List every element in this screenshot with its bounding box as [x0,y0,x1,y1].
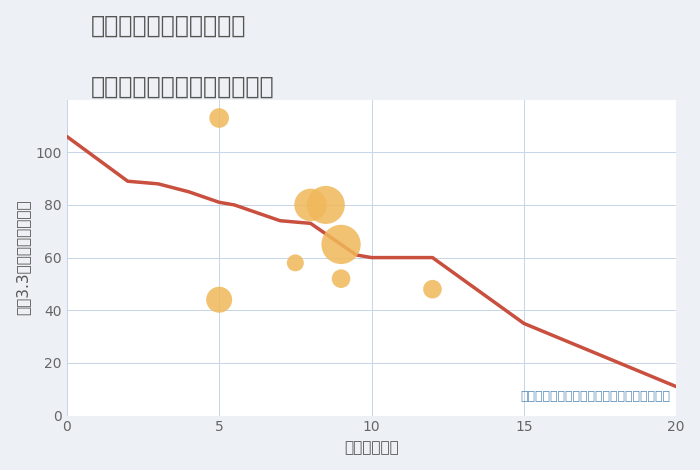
Text: 駅距離別中古マンション価格: 駅距離別中古マンション価格 [91,75,274,99]
Point [320,201,331,209]
Point [305,201,316,209]
Text: 福岡県太宰府市梅ヶ丘の: 福岡県太宰府市梅ヶ丘の [91,14,246,38]
Point [335,275,346,282]
Point [214,114,225,122]
Point [335,241,346,248]
Point [290,259,301,266]
X-axis label: 駅距離（分）: 駅距離（分） [344,440,399,455]
Text: 円の大きさは、取引のあった物件面積を示す: 円の大きさは、取引のあった物件面積を示す [520,390,670,403]
Point [427,285,438,293]
Y-axis label: 坪（3.3㎡）単価（万円）: 坪（3.3㎡）単価（万円） [15,200,30,315]
Point [214,296,225,304]
